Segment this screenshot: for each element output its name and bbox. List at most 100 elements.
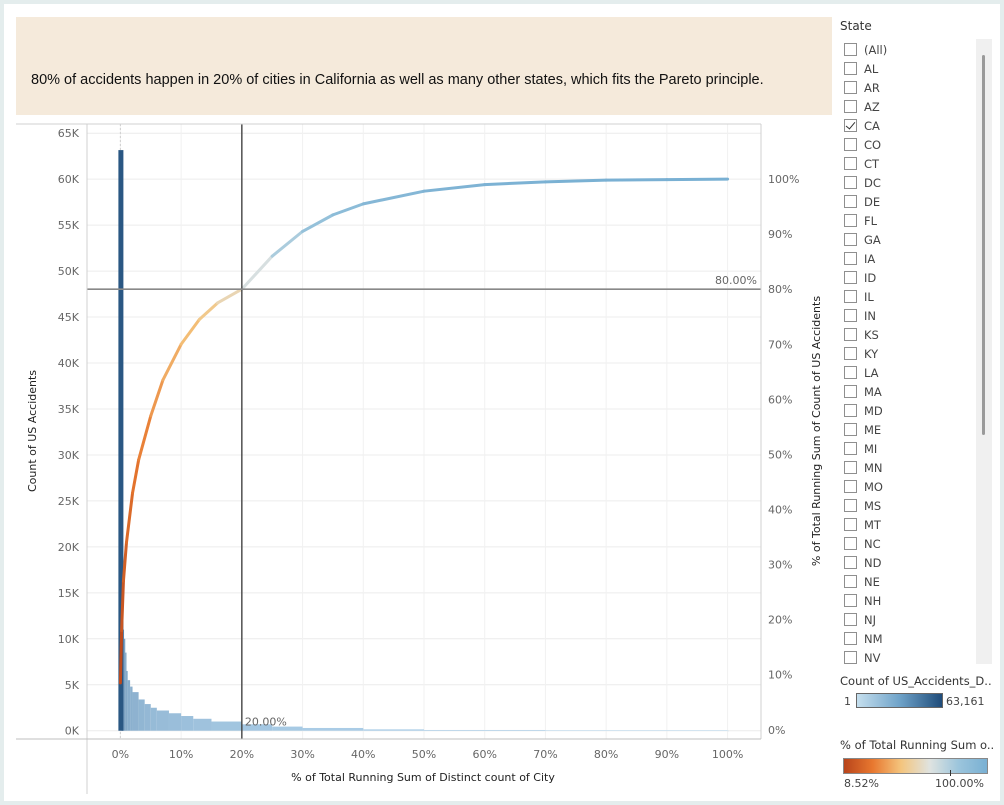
- state-checkbox[interactable]: [844, 347, 857, 360]
- state-option[interactable]: IL: [844, 287, 974, 306]
- state-option[interactable]: NV: [844, 648, 974, 667]
- accident-bar[interactable]: [727, 730, 729, 732]
- state-filter-list[interactable]: (All) AL AR AZ CA CO CT DC DE FL GA IA ID IL IN KS KY LA M…: [844, 40, 974, 670]
- accident-bar[interactable]: [424, 729, 546, 731]
- accident-bar[interactable]: [545, 730, 728, 731]
- state-checkbox[interactable]: [844, 556, 857, 569]
- cumulative-line-segment[interactable]: [216, 287, 244, 305]
- state-option[interactable]: IN: [844, 306, 974, 325]
- cumulative-line-segment[interactable]: [137, 414, 153, 462]
- accident-bar[interactable]: [130, 686, 133, 731]
- state-option[interactable]: NM: [844, 629, 974, 648]
- state-checkbox[interactable]: [844, 62, 857, 75]
- cumulative-line-segment[interactable]: [197, 301, 220, 322]
- state-option[interactable]: MT: [844, 515, 974, 534]
- state-option[interactable]: FL: [844, 211, 974, 230]
- state-checkbox[interactable]: [844, 290, 857, 303]
- state-filter-scrollbar[interactable]: [976, 39, 992, 664]
- accident-bars[interactable]: [118, 150, 729, 732]
- state-option[interactable]: MA: [844, 382, 974, 401]
- state-checkbox[interactable]: [844, 233, 857, 246]
- accident-bar[interactable]: [144, 704, 151, 731]
- state-option[interactable]: CA: [844, 116, 974, 135]
- cumulative-line-segment[interactable]: [121, 541, 128, 583]
- cumulative-line-segment[interactable]: [483, 180, 547, 187]
- state-checkbox[interactable]: [844, 81, 857, 94]
- accident-bar[interactable]: [302, 727, 364, 731]
- accident-bar[interactable]: [156, 710, 169, 731]
- cumulative-line-segment[interactable]: [604, 178, 669, 182]
- state-option[interactable]: AR: [844, 78, 974, 97]
- cumulative-line-segment[interactable]: [665, 177, 730, 182]
- state-option[interactable]: NJ: [844, 610, 974, 629]
- state-checkbox[interactable]: [844, 575, 857, 588]
- state-checkbox[interactable]: [844, 195, 857, 208]
- cumulative-line-segment[interactable]: [149, 378, 165, 418]
- state-checkbox[interactable]: [844, 632, 857, 645]
- accident-bar[interactable]: [181, 716, 194, 731]
- state-option[interactable]: MD: [844, 401, 974, 420]
- state-option[interactable]: MS: [844, 496, 974, 515]
- state-checkbox[interactable]: [844, 537, 857, 550]
- cumulative-line-segment[interactable]: [179, 318, 201, 346]
- state-checkbox[interactable]: [844, 100, 857, 113]
- state-option[interactable]: NC: [844, 534, 974, 553]
- state-checkbox[interactable]: [844, 423, 857, 436]
- state-checkbox[interactable]: [844, 651, 857, 664]
- accident-bar[interactable]: [132, 692, 139, 731]
- state-option[interactable]: AL: [844, 59, 974, 78]
- state-checkbox[interactable]: [844, 176, 857, 189]
- accident-bar[interactable]: [127, 680, 131, 731]
- cumulative-line-segment[interactable]: [131, 458, 141, 495]
- accident-bar[interactable]: [124, 638, 126, 731]
- accident-bar[interactable]: [363, 729, 424, 731]
- cumulative-line-segment[interactable]: [240, 254, 274, 291]
- state-checkbox[interactable]: [844, 404, 857, 417]
- cumulative-line-segment[interactable]: [543, 178, 608, 184]
- state-option[interactable]: KS: [844, 325, 974, 344]
- cumulative-line-segment[interactable]: [301, 213, 335, 233]
- cumulative-line-segment[interactable]: [120, 579, 125, 633]
- state-option[interactable]: ND: [844, 553, 974, 572]
- state-checkbox[interactable]: [844, 442, 857, 455]
- state-option[interactable]: GA: [844, 230, 974, 249]
- accident-bar[interactable]: [272, 726, 303, 731]
- pareto-chart[interactable]: 20.00% 80.00% 0K 5K 10K 15K 20K 25K 30K 35K 40K 45…: [4, 4, 834, 804]
- state-option[interactable]: AZ: [844, 97, 974, 116]
- state-checkbox[interactable]: [844, 518, 857, 531]
- state-checkbox[interactable]: [844, 214, 857, 227]
- state-checkbox[interactable]: [844, 119, 857, 132]
- cumulative-line-segment[interactable]: [161, 342, 183, 382]
- state-checkbox[interactable]: [844, 366, 857, 379]
- state-checkbox[interactable]: [844, 499, 857, 512]
- state-option[interactable]: DE: [844, 192, 974, 211]
- accident-bar[interactable]: [168, 713, 182, 731]
- state-checkbox[interactable]: [844, 613, 857, 626]
- state-option[interactable]: MO: [844, 477, 974, 496]
- state-option[interactable]: IA: [844, 249, 974, 268]
- state-checkbox[interactable]: [844, 480, 857, 493]
- state-checkbox[interactable]: [844, 138, 857, 151]
- cumulative-line-segment[interactable]: [124, 491, 135, 545]
- state-option[interactable]: ID: [844, 268, 974, 287]
- accident-bar[interactable]: [241, 724, 273, 731]
- accident-bar[interactable]: [125, 652, 127, 731]
- state-option[interactable]: KY: [844, 344, 974, 363]
- cumulative-line-segment[interactable]: [331, 202, 365, 217]
- accident-bar[interactable]: [150, 707, 157, 731]
- accident-bar[interactable]: [193, 718, 212, 731]
- state-checkbox[interactable]: [844, 594, 857, 607]
- state-checkbox[interactable]: [844, 385, 857, 398]
- accident-bar[interactable]: [118, 150, 124, 731]
- state-checkbox[interactable]: [844, 461, 857, 474]
- state-checkbox[interactable]: [844, 271, 857, 284]
- state-option[interactable]: NE: [844, 572, 974, 591]
- state-option[interactable]: NH: [844, 591, 974, 610]
- accident-bar[interactable]: [122, 629, 125, 731]
- cumulative-line-segment[interactable]: [118, 629, 124, 685]
- cumulative-line-segment[interactable]: [270, 229, 305, 258]
- state-option[interactable]: MI: [844, 439, 974, 458]
- scrollbar-thumb[interactable]: [982, 55, 985, 435]
- state-checkbox[interactable]: [844, 157, 857, 170]
- state-option[interactable]: CO: [844, 135, 974, 154]
